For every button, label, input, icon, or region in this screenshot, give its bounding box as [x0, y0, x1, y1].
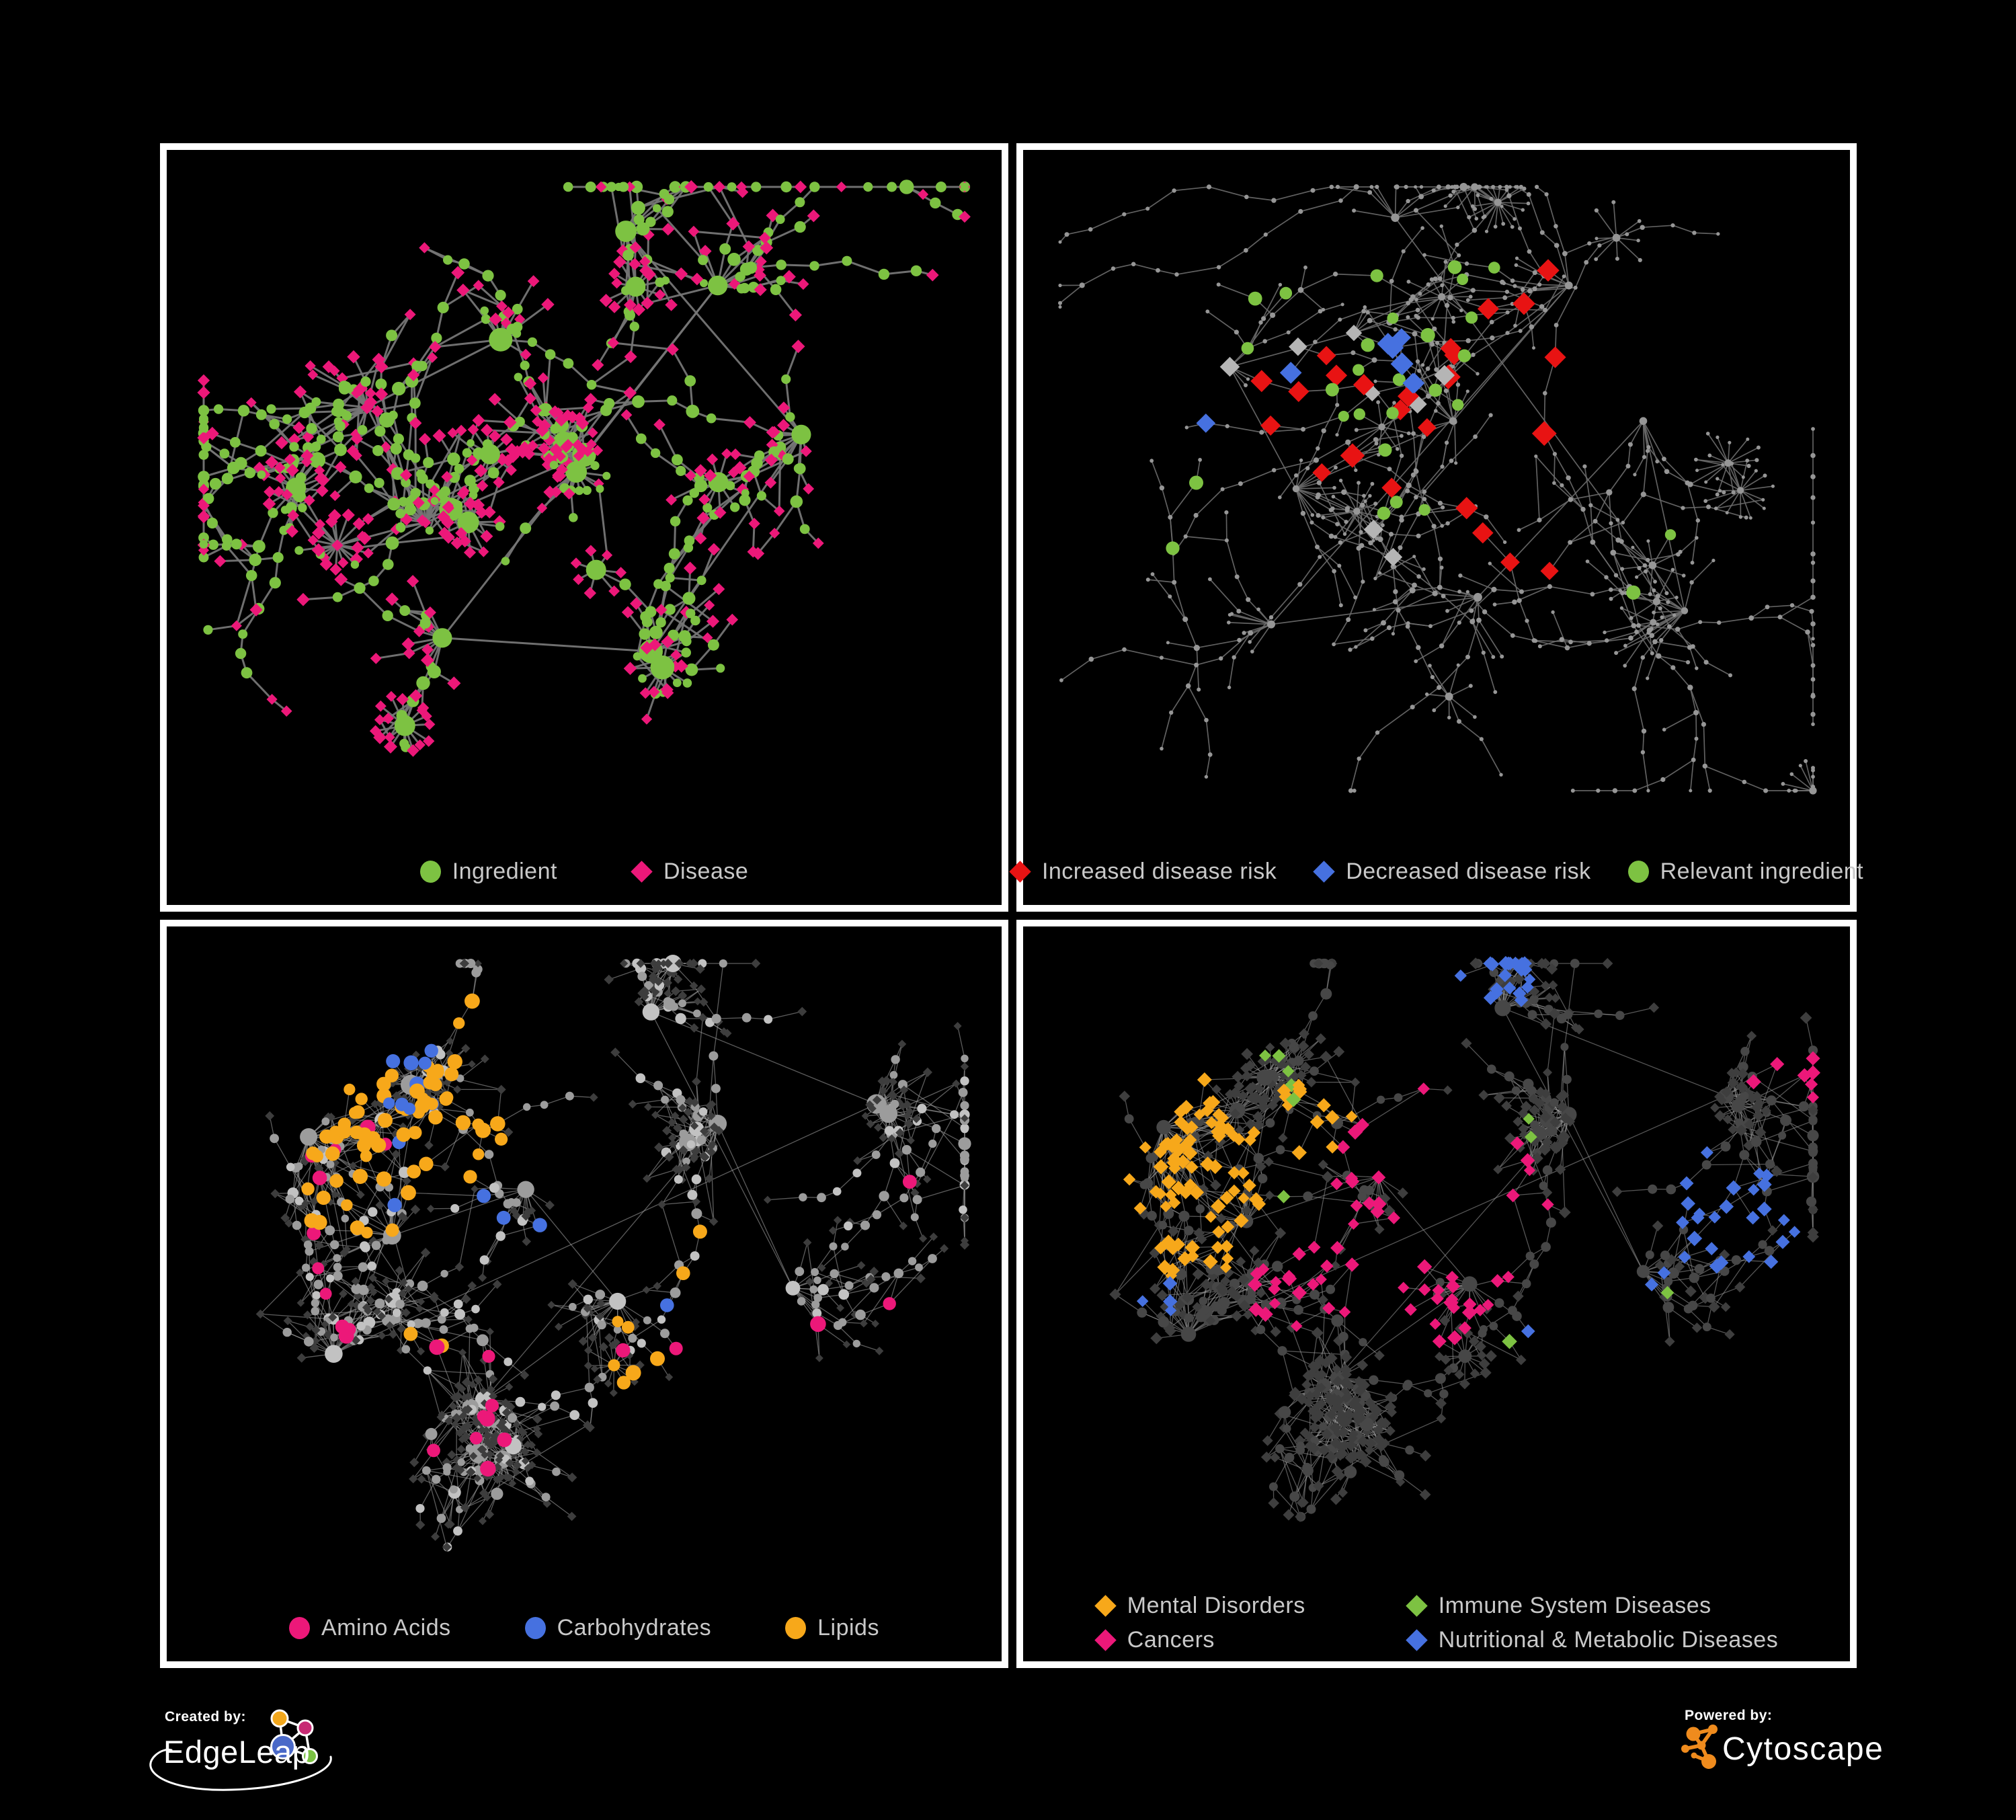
diamond-marker-icon	[1094, 1629, 1117, 1651]
legend-item-carbohydrates: Carbohydrates	[524, 1615, 712, 1641]
legend-label: Nutritional & Metabolic Diseases	[1438, 1627, 1779, 1653]
legend-item-mental-disorders: Mental Disorders	[1094, 1593, 1305, 1619]
legend-label: Relevant ingredient	[1660, 859, 1864, 884]
legend-compound-class: Amino Acids Carbohydrates Lipids	[167, 1615, 1002, 1641]
legend-ingredient-disease: Ingredient Disease	[167, 859, 1002, 885]
legend-disease-risk: Increased disease risk Decreased disease …	[1009, 859, 1863, 885]
network-graph-disease-risk	[1058, 183, 1817, 795]
legend-label: Amino Acids	[321, 1615, 451, 1640]
circle-marker-icon	[419, 861, 441, 883]
panel-compound-class: Amino Acids Carbohydrates Lipids	[160, 920, 1008, 1668]
legend-label: Increased disease risk	[1041, 859, 1277, 884]
legend-item-decreased-disease-risk: Decreased disease risk	[1313, 859, 1591, 885]
legend-item-cancers: Cancers	[1094, 1627, 1215, 1653]
legend-item-amino-acids: Amino Acids	[289, 1615, 451, 1641]
cytoscape-wordmark: Cytoscape	[1722, 1731, 1884, 1767]
legend-item-immune-system-diseases: Immune System Diseases	[1406, 1593, 1711, 1619]
legend-item-disease: Disease	[631, 859, 748, 885]
network-graph-disease-category	[1109, 955, 1820, 1522]
diamond-marker-icon	[1406, 1629, 1428, 1651]
created-by-label: Created by:	[165, 1709, 247, 1725]
legend-label: Cancers	[1127, 1627, 1215, 1653]
legend-label: Mental Disorders	[1127, 1593, 1305, 1618]
network-graph-compound-class	[255, 955, 971, 1552]
circle-marker-icon	[524, 1617, 546, 1639]
legend-item-increased-disease-risk: Increased disease risk	[1009, 859, 1277, 885]
legend-label: Lipids	[817, 1615, 879, 1640]
edgeleap-logo-icon	[149, 1709, 332, 1791]
panel-disease-risk: Increased disease risk Decreased disease …	[1009, 143, 1863, 912]
circle-marker-icon	[785, 1617, 807, 1639]
legend-item-nutritional-metabolic-diseases: Nutritional & Metabolic Diseases	[1406, 1627, 1778, 1653]
legend-item-ingredient: Ingredient	[419, 859, 557, 885]
legend-label: Ingredient	[452, 859, 557, 884]
legend-item-lipids: Lipids	[785, 1615, 879, 1641]
circle-marker-icon	[289, 1617, 311, 1639]
diamond-marker-icon	[631, 861, 653, 883]
cytoscape-logo-icon	[1681, 1725, 1718, 1769]
powered-by-label: Powered by:	[1685, 1708, 1773, 1723]
circle-marker-icon	[1627, 861, 1649, 883]
legend-disease-category: Mental Disorders Immune System Diseases Ca…	[1023, 1593, 1850, 1653]
legend-label: Decreased disease risk	[1346, 859, 1591, 884]
diamond-marker-icon	[1406, 1595, 1428, 1617]
diamond-marker-icon	[1313, 861, 1335, 883]
panel-ingredient-disease: Ingredient Disease	[160, 143, 1008, 912]
panel-disease-category: Mental Disorders Immune System Diseases Ca…	[1016, 920, 1857, 1668]
legend-label: Carbohydrates	[557, 1615, 712, 1640]
diamond-marker-icon	[1009, 861, 1031, 883]
legend-item-relevant-ingredient: Relevant ingredient	[1627, 859, 1864, 885]
legend-label: Immune System Diseases	[1438, 1593, 1711, 1618]
network-graph-ingredient-disease	[197, 180, 971, 757]
legend-label: Disease	[663, 859, 749, 884]
edgeleap-wordmark: EdgeLeap	[163, 1734, 311, 1770]
diamond-marker-icon	[1094, 1595, 1117, 1617]
